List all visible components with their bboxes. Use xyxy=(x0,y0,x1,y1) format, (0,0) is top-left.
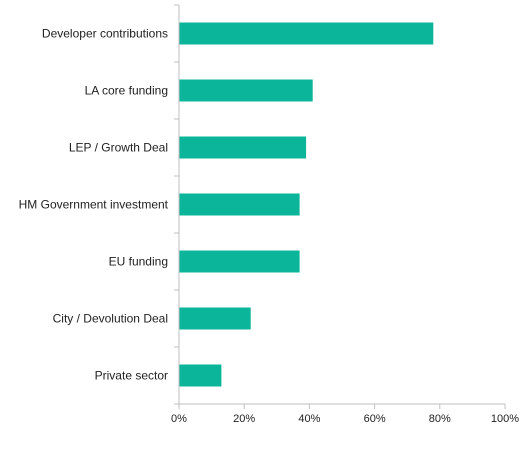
bar-developer-contributions xyxy=(179,22,434,45)
bar-city-devolution-deal xyxy=(179,307,251,330)
category-label-private-sector: Private sector xyxy=(95,369,168,383)
category-label-lep-growth-deal: LEP / Growth Deal xyxy=(69,141,168,155)
category-label-eu-funding: EU funding xyxy=(109,255,168,269)
bar-la-core-funding xyxy=(179,79,313,102)
bar-lep-growth-deal xyxy=(179,136,307,159)
category-label-city-devolution-deal: City / Devolution Deal xyxy=(53,312,168,326)
x-tick-label: 100% xyxy=(491,413,519,425)
x-tick-label: 20% xyxy=(233,413,255,425)
x-tick-label: 60% xyxy=(364,413,386,425)
bar-eu-funding xyxy=(179,250,300,273)
axes-layer xyxy=(174,4,506,409)
x-tick-label: 80% xyxy=(429,413,451,425)
category-label-hm-government-investment: HM Government investment xyxy=(19,198,169,212)
labels-layer: Developer contributions LA core funding LE… xyxy=(19,27,520,426)
category-label-la-core-funding: LA core funding xyxy=(85,84,168,98)
bar-hm-government-investment xyxy=(179,193,300,216)
bar-private-sector xyxy=(179,364,222,387)
bars-layer xyxy=(179,22,434,387)
x-tick-label: 40% xyxy=(298,413,320,425)
x-tick-label: 0% xyxy=(171,413,187,425)
category-label-developer-contributions: Developer contributions xyxy=(42,27,168,41)
